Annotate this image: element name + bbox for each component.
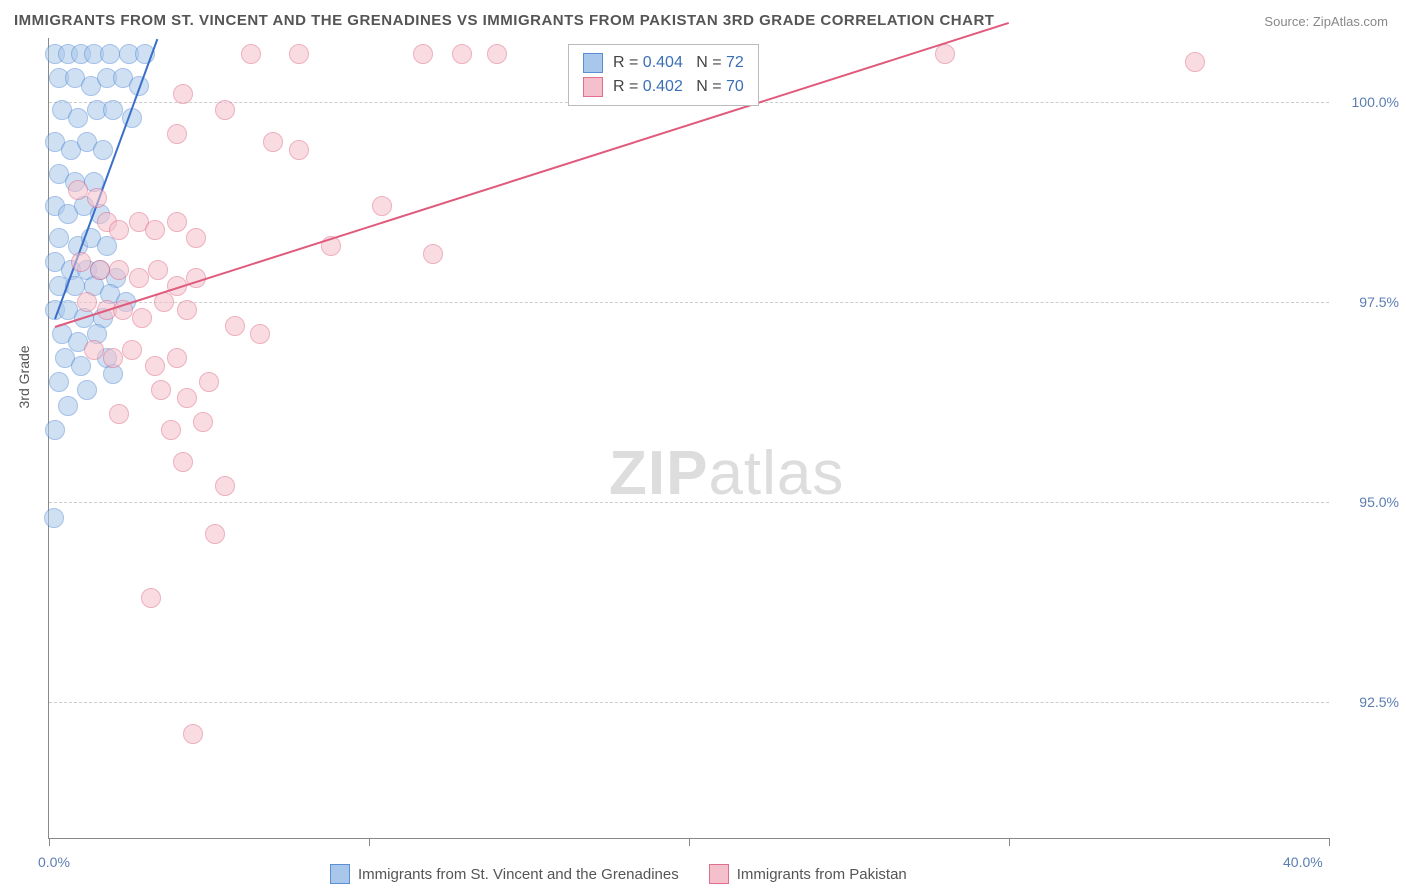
- y-axis-label: 3rd Grade: [16, 345, 32, 408]
- data-point: [148, 260, 168, 280]
- source-attribution: Source: ZipAtlas.com: [1264, 14, 1388, 29]
- bottom-legend: Immigrants from St. Vincent and the Gren…: [330, 864, 907, 884]
- bottom-legend-item: Immigrants from Pakistan: [709, 864, 907, 884]
- data-point: [199, 372, 219, 392]
- data-point: [1185, 52, 1205, 72]
- data-point: [289, 44, 309, 64]
- legend-row: R = 0.402 N = 70: [583, 75, 744, 99]
- data-point: [423, 244, 443, 264]
- data-point: [215, 100, 235, 120]
- y-tick-label: 95.0%: [1339, 494, 1399, 510]
- data-point: [173, 452, 193, 472]
- data-point: [250, 324, 270, 344]
- x-tick: [49, 838, 50, 846]
- gridline: [49, 302, 1329, 303]
- legend-swatch: [583, 77, 603, 97]
- chart-title: IMMIGRANTS FROM ST. VINCENT AND THE GREN…: [14, 12, 994, 29]
- correlation-legend: R = 0.404 N = 72R = 0.402 N = 70: [568, 44, 759, 106]
- x-tick: [1009, 838, 1010, 846]
- data-point: [413, 44, 433, 64]
- watermark-rest: atlas: [708, 439, 844, 508]
- data-point: [177, 388, 197, 408]
- data-point: [151, 380, 171, 400]
- data-point: [183, 724, 203, 744]
- data-point: [122, 340, 142, 360]
- data-point: [77, 380, 97, 400]
- legend-label: Immigrants from St. Vincent and the Gren…: [358, 866, 679, 883]
- data-point: [186, 228, 206, 248]
- data-point: [372, 196, 392, 216]
- data-point: [77, 292, 97, 312]
- y-tick-label: 100.0%: [1339, 94, 1399, 110]
- data-point: [161, 420, 181, 440]
- x-tick: [1329, 838, 1330, 846]
- x-tick-label: 0.0%: [38, 854, 70, 870]
- data-point: [71, 356, 91, 376]
- x-tick: [369, 838, 370, 846]
- data-point: [225, 316, 245, 336]
- data-point: [241, 44, 261, 64]
- data-point: [177, 300, 197, 320]
- data-point: [68, 108, 88, 128]
- trend-line: [55, 22, 1009, 328]
- legend-text: R = 0.404 N = 72: [613, 51, 744, 75]
- data-point: [97, 236, 117, 256]
- data-point: [193, 412, 213, 432]
- data-point: [145, 356, 165, 376]
- legend-row: R = 0.404 N = 72: [583, 51, 744, 75]
- data-point: [132, 308, 152, 328]
- watermark-bold: ZIP: [609, 439, 708, 508]
- data-point: [49, 372, 69, 392]
- legend-swatch: [583, 53, 603, 73]
- data-point: [87, 188, 107, 208]
- data-point: [71, 252, 91, 272]
- data-point: [289, 140, 309, 160]
- data-point: [109, 260, 129, 280]
- data-point: [167, 348, 187, 368]
- data-point: [90, 260, 110, 280]
- data-point: [109, 404, 129, 424]
- legend-swatch: [709, 864, 729, 884]
- legend-text: R = 0.402 N = 70: [613, 75, 744, 99]
- data-point: [205, 524, 225, 544]
- data-point: [167, 212, 187, 232]
- legend-swatch: [330, 864, 350, 884]
- chart-container: { "title": "IMMIGRANTS FROM ST. VINCENT …: [0, 0, 1406, 892]
- y-tick-label: 97.5%: [1339, 294, 1399, 310]
- data-point: [452, 44, 472, 64]
- data-point: [58, 396, 78, 416]
- data-point: [129, 268, 149, 288]
- gridline: [49, 502, 1329, 503]
- data-point: [109, 220, 129, 240]
- data-point: [103, 100, 123, 120]
- source-label: Source:: [1264, 14, 1309, 29]
- data-point: [103, 348, 123, 368]
- legend-label: Immigrants from Pakistan: [737, 866, 907, 883]
- data-point: [84, 340, 104, 360]
- data-point: [173, 84, 193, 104]
- data-point: [167, 124, 187, 144]
- x-tick: [689, 838, 690, 846]
- plot-area: ZIPatlas 100.0%97.5%95.0%92.5%: [48, 38, 1329, 839]
- data-point: [68, 180, 88, 200]
- source-value: ZipAtlas.com: [1313, 14, 1388, 29]
- data-point: [215, 476, 235, 496]
- data-point: [141, 588, 161, 608]
- gridline: [49, 702, 1329, 703]
- y-tick-label: 92.5%: [1339, 694, 1399, 710]
- data-point: [935, 44, 955, 64]
- data-point: [145, 220, 165, 240]
- data-point: [93, 140, 113, 160]
- x-tick-label: 40.0%: [1283, 854, 1323, 870]
- data-point: [487, 44, 507, 64]
- data-point: [263, 132, 283, 152]
- data-point: [45, 420, 65, 440]
- bottom-legend-item: Immigrants from St. Vincent and the Gren…: [330, 864, 679, 884]
- data-point: [44, 508, 64, 528]
- data-point: [49, 228, 69, 248]
- watermark: ZIPatlas: [609, 438, 844, 509]
- data-point: [100, 44, 120, 64]
